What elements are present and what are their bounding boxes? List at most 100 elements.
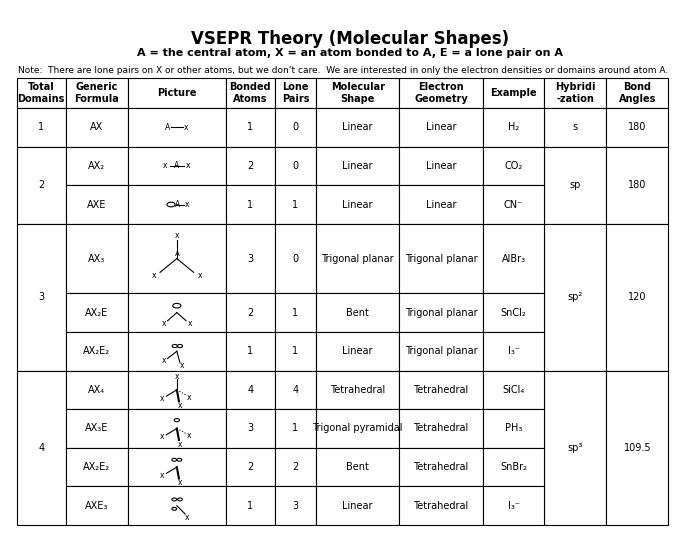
Text: Trigonal planar: Trigonal planar (405, 308, 477, 318)
Text: 1: 1 (293, 423, 298, 434)
Bar (127, 78, 226, 108)
Text: Tetrahedral: Tetrahedral (413, 462, 468, 472)
Text: 0: 0 (293, 122, 298, 132)
Text: Trigonal planar: Trigonal planar (321, 254, 394, 264)
Bar (66, 409, 127, 448)
Text: 1: 1 (247, 122, 253, 132)
Text: 0: 0 (293, 161, 298, 171)
Bar (316, 108, 399, 147)
Bar (66, 293, 127, 332)
Bar (66, 147, 127, 185)
Bar (399, 224, 482, 293)
Bar (274, 147, 316, 185)
Text: AXE₃: AXE₃ (85, 501, 108, 511)
Text: 2: 2 (293, 462, 298, 472)
Text: sp³: sp³ (568, 443, 583, 453)
Bar (66, 108, 127, 147)
Bar (127, 224, 226, 293)
Text: x: x (174, 231, 179, 240)
Bar (127, 332, 226, 370)
Bar (66, 332, 127, 370)
Bar (66, 448, 127, 487)
Text: Hybridi
-zation: Hybridi -zation (555, 82, 596, 104)
Text: Picture: Picture (157, 88, 197, 98)
Text: Bonded
Atoms: Bonded Atoms (230, 82, 271, 104)
Text: VSEPR Theory (Molecular Shapes): VSEPR Theory (Molecular Shapes) (191, 30, 509, 48)
Text: sp: sp (570, 180, 581, 190)
Bar (482, 448, 545, 487)
Text: Linear: Linear (342, 199, 373, 210)
Text: AX: AX (90, 122, 103, 132)
Bar (399, 332, 482, 370)
Bar (17, 224, 66, 370)
Bar (226, 370, 274, 409)
Text: Bent: Bent (346, 462, 369, 472)
Bar (226, 448, 274, 487)
Bar (274, 332, 316, 370)
Bar (316, 409, 399, 448)
Text: 109.5: 109.5 (624, 443, 651, 453)
Text: x: x (185, 200, 190, 209)
Text: x: x (178, 478, 182, 487)
Text: 1: 1 (293, 308, 298, 318)
Text: x: x (188, 319, 192, 328)
Text: Example: Example (490, 88, 537, 98)
Text: x: x (174, 372, 179, 381)
Bar (482, 224, 545, 293)
Bar (545, 78, 606, 108)
Text: CN⁻: CN⁻ (504, 199, 523, 210)
Text: x: x (197, 271, 202, 280)
Bar (66, 185, 127, 224)
Text: 1: 1 (293, 199, 298, 210)
Bar (399, 108, 482, 147)
Bar (226, 108, 274, 147)
Text: Trigonal pyramidal: Trigonal pyramidal (312, 423, 403, 434)
Bar (274, 487, 316, 525)
Bar (127, 185, 226, 224)
Text: Note:  There are lone pairs on X or other atoms, but we don’t care.  We are inte: Note: There are lone pairs on X or other… (18, 66, 668, 75)
Bar (274, 293, 316, 332)
Text: 1: 1 (247, 501, 253, 511)
Text: I₃⁻: I₃⁻ (508, 501, 519, 511)
Bar (482, 293, 545, 332)
Text: Lone
Pairs: Lone Pairs (281, 82, 309, 104)
Text: 1: 1 (247, 346, 253, 356)
Bar (316, 448, 399, 487)
Bar (316, 370, 399, 409)
Bar (127, 487, 226, 525)
Text: SiCl₄: SiCl₄ (503, 385, 524, 395)
Ellipse shape (173, 303, 181, 308)
Text: 180: 180 (628, 180, 647, 190)
Bar (226, 224, 274, 293)
Text: x: x (152, 271, 156, 280)
Text: AlBr₃: AlBr₃ (501, 254, 526, 264)
Text: 3: 3 (247, 254, 253, 264)
Text: 1: 1 (38, 122, 44, 132)
Text: Trigonal planar: Trigonal planar (405, 346, 477, 356)
Text: Tetrahedral: Tetrahedral (330, 385, 385, 395)
Text: sp²: sp² (568, 292, 583, 302)
Text: Trigonal planar: Trigonal planar (405, 254, 477, 264)
Bar (17, 147, 66, 224)
Bar (482, 78, 545, 108)
Text: Bond
Angles: Bond Angles (619, 82, 656, 104)
Text: A: A (174, 251, 179, 257)
Bar (399, 448, 482, 487)
Ellipse shape (172, 458, 176, 461)
Text: AX₂E: AX₂E (85, 308, 108, 318)
Text: Linear: Linear (342, 501, 373, 511)
Text: AX₃: AX₃ (88, 254, 105, 264)
Text: x: x (178, 401, 182, 410)
Text: 2: 2 (247, 161, 253, 171)
Text: Generic
Formula: Generic Formula (74, 82, 119, 104)
Ellipse shape (172, 345, 177, 348)
Text: x: x (186, 161, 190, 171)
Text: x: x (180, 361, 184, 370)
Bar (545, 108, 606, 147)
Text: 2: 2 (38, 180, 44, 190)
Bar (482, 370, 545, 409)
Bar (399, 370, 482, 409)
Bar (399, 78, 482, 108)
Bar (316, 487, 399, 525)
Text: Linear: Linear (342, 161, 373, 171)
